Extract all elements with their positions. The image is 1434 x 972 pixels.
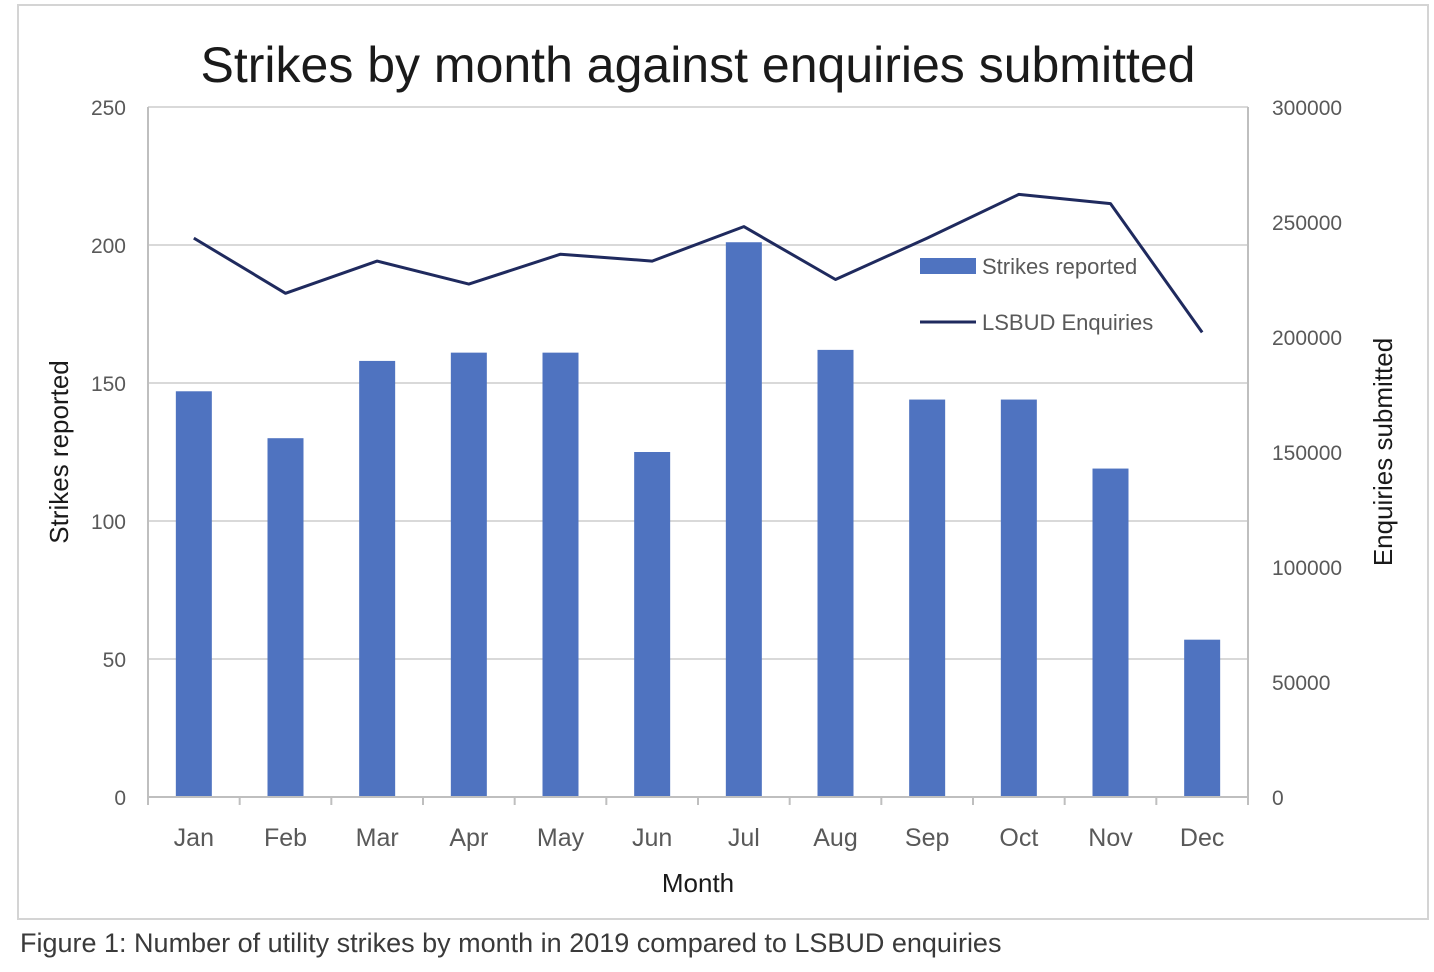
bar bbox=[1000, 399, 1037, 797]
y-tick-label: 100 bbox=[91, 511, 126, 534]
x-tick-label: Jan bbox=[174, 824, 214, 852]
y2-tick-label: 100000 bbox=[1272, 557, 1342, 580]
x-tick-label: Aug bbox=[813, 824, 857, 852]
x-tick-label: Feb bbox=[264, 824, 307, 852]
legend-label-line: LSBUD Enquiries bbox=[982, 310, 1153, 335]
legend-swatch-bar bbox=[920, 258, 976, 274]
x-tick-label: Jul bbox=[728, 824, 760, 852]
gridlines bbox=[148, 106, 1248, 660]
y-tick-label: 50 bbox=[103, 649, 126, 672]
x-tick-label: Nov bbox=[1088, 824, 1133, 852]
y2-tick-label: 150000 bbox=[1272, 442, 1342, 465]
figure-caption: Figure 1: Number of utility strikes by m… bbox=[20, 928, 1002, 958]
x-tick-label: May bbox=[537, 824, 585, 852]
y2-axis-label: Enquiries submitted bbox=[1368, 338, 1398, 566]
axes: 0 50 100 150 200 250 0 50000 100000 150000 200000 2… bbox=[91, 97, 1342, 852]
bar bbox=[1092, 468, 1129, 797]
y-tick-label: 0 bbox=[114, 787, 126, 810]
bar bbox=[1184, 639, 1221, 797]
bar bbox=[725, 242, 762, 798]
bar-series bbox=[175, 242, 1221, 798]
legend-label-bar: Strikes reported bbox=[982, 254, 1137, 279]
y2-tick-label: 250000 bbox=[1272, 212, 1342, 235]
legend: Strikes reported LSBUD Enquiries bbox=[920, 254, 1153, 335]
bar bbox=[634, 452, 671, 797]
x-tick-label: Jun bbox=[632, 824, 672, 852]
bar bbox=[450, 352, 487, 797]
series-line bbox=[193, 192, 1204, 334]
y2-tick-label: 50000 bbox=[1272, 672, 1330, 695]
x-axis-label: Month bbox=[662, 868, 734, 898]
bar bbox=[175, 391, 212, 797]
x-tick-label: Apr bbox=[449, 824, 488, 852]
chart-title: Strikes by month against enquiries submi… bbox=[201, 37, 1196, 93]
y-axis-label: Strikes reported bbox=[44, 360, 74, 544]
x-tick-label: Sep bbox=[905, 824, 949, 852]
bar bbox=[542, 352, 579, 797]
y2-tick-label: 0 bbox=[1272, 787, 1284, 810]
x-tick-label: Mar bbox=[356, 824, 399, 852]
y2-tick-label: 300000 bbox=[1272, 97, 1342, 120]
bar bbox=[909, 399, 946, 797]
line-series bbox=[193, 192, 1204, 334]
y-tick-label: 250 bbox=[91, 97, 126, 120]
bar bbox=[267, 438, 304, 797]
x-tick-label: Oct bbox=[999, 824, 1038, 852]
bar bbox=[359, 360, 396, 797]
y-tick-label: 150 bbox=[91, 373, 126, 396]
x-tick-label: Dec bbox=[1180, 824, 1224, 852]
y-tick-label: 200 bbox=[91, 235, 126, 258]
y2-tick-label: 200000 bbox=[1272, 327, 1342, 350]
bar bbox=[817, 349, 854, 797]
